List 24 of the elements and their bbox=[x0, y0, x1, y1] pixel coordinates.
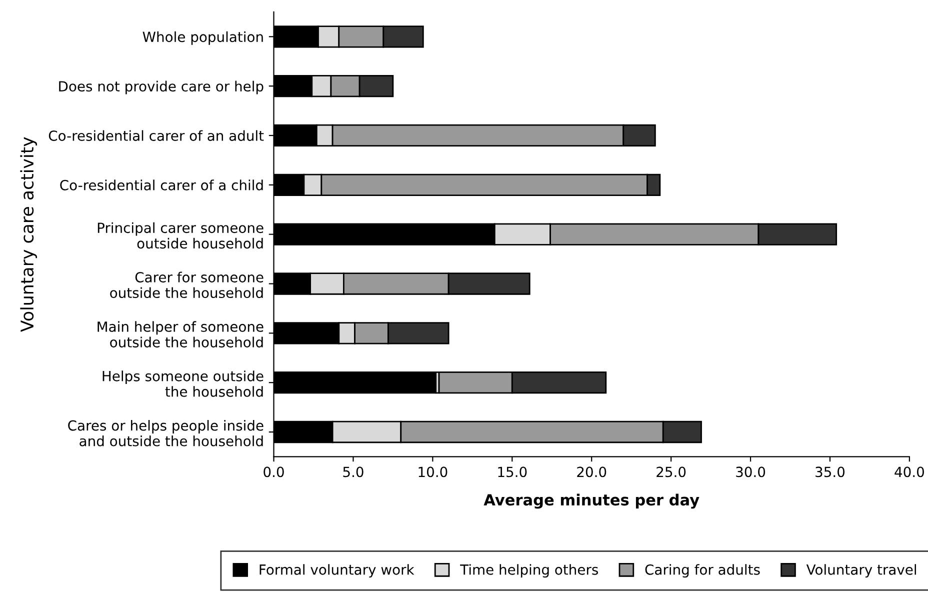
x-tick-label: 0.0 bbox=[264, 466, 284, 478]
x-tick-label: 30.0 bbox=[736, 466, 766, 478]
legend-label: Time helping others bbox=[460, 564, 598, 578]
legend-label: Caring for adults bbox=[645, 564, 760, 578]
x-axis-title: Average minutes per day bbox=[484, 494, 700, 509]
y-tick-label: Carer for someone outside the household bbox=[110, 272, 264, 298]
y-tick-label: Principal carer someone outside household bbox=[98, 222, 264, 249]
x-tick-label: 40.0 bbox=[894, 466, 924, 478]
x-tick-label: 5.0 bbox=[343, 466, 364, 478]
y-tick-label: Cares or helps people inside and outside the household bbox=[68, 420, 264, 446]
x-tick-label: 35.0 bbox=[816, 466, 845, 478]
x-tick-label: 20.0 bbox=[577, 466, 606, 478]
legend-label: Voluntary travel bbox=[806, 564, 916, 578]
y-tick-label: Main helper of someone outside the household bbox=[98, 321, 264, 348]
x-tick-label: 25.0 bbox=[656, 466, 686, 478]
x-tick-label: 10.0 bbox=[418, 466, 448, 478]
y-tick-label: Whole population bbox=[142, 31, 263, 45]
y-tick-label: Does not provide care or help bbox=[59, 80, 264, 94]
legend-label: Formal voluntary work bbox=[260, 564, 414, 578]
y-tick-label: Co-residential carer of a child bbox=[60, 180, 263, 190]
x-tick-label: 15.0 bbox=[498, 466, 527, 478]
y-tick-label: Helps someone outside the household bbox=[102, 370, 264, 397]
y-tick-label: Co-residential carer of an adult bbox=[48, 130, 264, 141]
y-axis-title: Voluntary care activity bbox=[20, 137, 37, 332]
